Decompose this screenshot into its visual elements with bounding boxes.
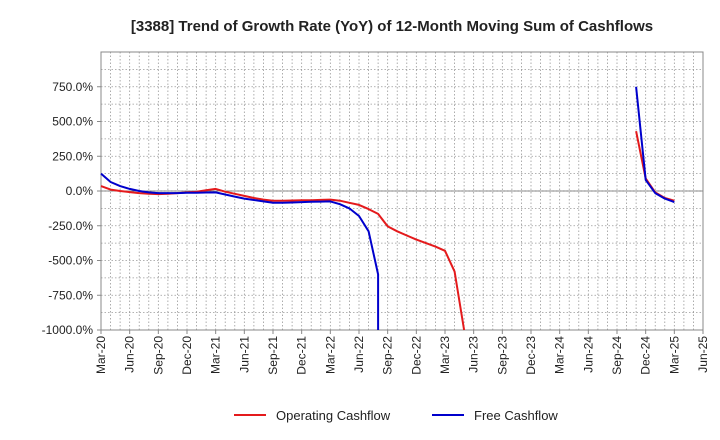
x-tick-label: Jun-23 <box>467 336 481 373</box>
x-tick-label: Dec-23 <box>524 336 538 375</box>
x-tick-label: Jun-25 <box>696 336 710 373</box>
series-line-free-cashflow <box>635 86 675 204</box>
x-tick-label: Mar-22 <box>323 336 337 374</box>
y-tick-label: 0.0% <box>66 184 94 198</box>
x-tick-label: Dec-21 <box>295 336 309 375</box>
x-tick-label: Jun-21 <box>237 336 251 373</box>
legend: Operating Cashflow Free Cashflow <box>234 408 558 423</box>
y-tick-label: -750.0% <box>48 288 93 302</box>
legend-label: Free Cashflow <box>474 408 558 423</box>
x-tick-label: Dec-24 <box>639 336 653 375</box>
y-tick-label: -250.0% <box>48 219 93 233</box>
series-line-free-cashflow <box>100 172 380 330</box>
x-tick-label: Sep-21 <box>266 336 280 375</box>
axes: -1000.0% -750.0% -500.0% -250.0% 0.0% 250.0% 5… <box>42 51 710 375</box>
x-tick-label: Mar-23 <box>438 336 452 374</box>
x-tick-label: Sep-22 <box>381 336 395 375</box>
x-tick-label: Mar-25 <box>667 336 681 374</box>
x-tick-label: Jun-20 <box>123 336 137 373</box>
x-tick-label: Jun-24 <box>581 336 595 373</box>
series-lines <box>100 86 675 331</box>
grid <box>101 52 703 330</box>
y-tick-label: 500.0% <box>52 115 93 129</box>
y-tick-label: -500.0% <box>48 254 93 268</box>
x-tick-label: Dec-22 <box>409 336 423 375</box>
legend-label: Operating Cashflow <box>276 408 391 423</box>
x-tick-label: Jun-22 <box>352 336 366 373</box>
x-tick-label: Mar-21 <box>209 336 223 374</box>
x-tick-label: Sep-20 <box>151 336 165 375</box>
x-tick-label: Sep-23 <box>495 336 509 375</box>
x-tick-label: Mar-24 <box>553 336 567 374</box>
x-tick-label: Mar-20 <box>94 336 108 374</box>
y-tick-label: 750.0% <box>52 80 93 94</box>
x-tick-label: Sep-24 <box>610 336 624 375</box>
y-tick-label: 250.0% <box>52 149 93 163</box>
y-tick-label: -1000.0% <box>42 323 94 337</box>
x-tick-label: Dec-20 <box>180 336 194 375</box>
chart-title: [3388] Trend of Growth Rate (YoY) of 12-… <box>131 18 653 35</box>
